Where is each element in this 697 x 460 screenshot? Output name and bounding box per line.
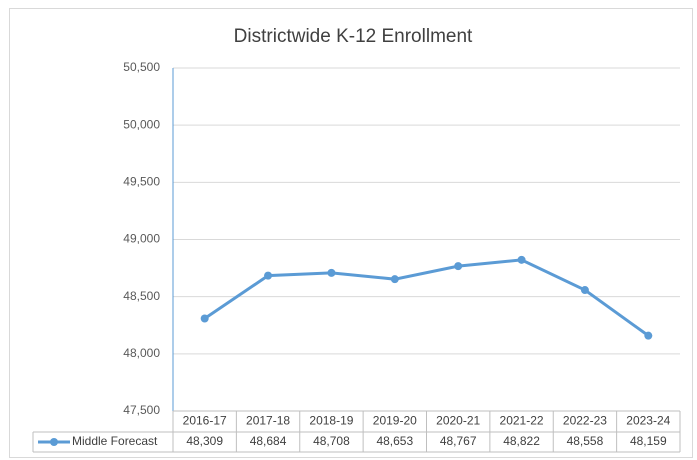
table-value: 48,653 bbox=[376, 434, 413, 448]
y-tick-label: 50,000 bbox=[123, 117, 160, 131]
legend-label: Middle Forecast bbox=[72, 434, 158, 448]
chart-title: Districtwide K-12 Enrollment bbox=[234, 26, 473, 47]
point bbox=[264, 271, 273, 280]
x-tick-label: 2020-21 bbox=[436, 414, 480, 428]
y-tick-label: 49,000 bbox=[123, 232, 160, 246]
table-value: 48,558 bbox=[567, 434, 604, 448]
point bbox=[580, 286, 589, 295]
table-value: 48,767 bbox=[440, 434, 477, 448]
table-value: 48,684 bbox=[250, 434, 287, 448]
legend-marker bbox=[50, 438, 58, 446]
y-tick-label: 49,500 bbox=[123, 175, 160, 189]
y-tick-label: 48,000 bbox=[123, 346, 160, 360]
x-tick-label: 2018-19 bbox=[309, 414, 353, 428]
table-value: 48,159 bbox=[630, 434, 667, 448]
point bbox=[200, 314, 209, 323]
point bbox=[454, 262, 463, 271]
x-tick-label: 2022-23 bbox=[563, 414, 607, 428]
table-value: 48,309 bbox=[186, 434, 223, 448]
y-tick-label: 50,500 bbox=[123, 60, 160, 74]
x-tick-label: 2016-17 bbox=[183, 414, 227, 428]
point bbox=[644, 331, 653, 340]
point bbox=[327, 268, 336, 277]
table-value: 48,708 bbox=[313, 434, 350, 448]
x-tick-label: 2017-18 bbox=[246, 414, 290, 428]
x-tick-label: 2023-24 bbox=[626, 414, 670, 428]
chart-frame bbox=[9, 8, 693, 458]
y-tick-label: 48,500 bbox=[123, 289, 160, 303]
x-tick-label: 2021-22 bbox=[500, 414, 544, 428]
y-tick-label: 47,500 bbox=[123, 403, 160, 417]
point bbox=[390, 275, 399, 284]
point bbox=[517, 255, 526, 264]
line bbox=[203, 258, 650, 337]
table-value: 48,822 bbox=[503, 434, 540, 448]
x-tick-label: 2019-20 bbox=[373, 414, 417, 428]
